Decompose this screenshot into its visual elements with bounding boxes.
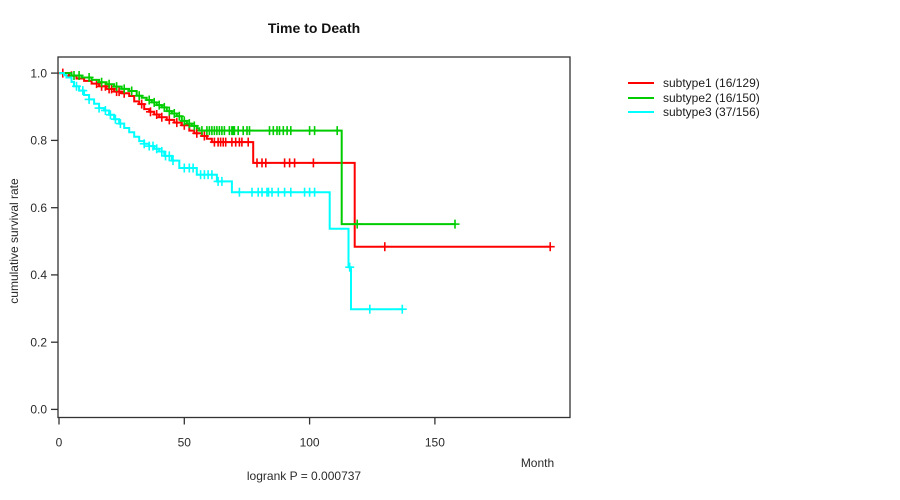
legend-item-subtype1: subtype1 (16/129): [628, 76, 760, 91]
y-tick-label: 0.8: [30, 134, 47, 148]
legend: subtype1 (16/129) subtype2 (16/150) subtyp…: [628, 76, 760, 120]
legend-item-subtype2: subtype2 (16/150): [628, 91, 760, 106]
x-tick-label: 50: [178, 436, 192, 450]
logrank-pvalue-text: logrank P = 0.000737: [246, 469, 362, 483]
legend-label: subtype2 (16/150): [663, 90, 760, 105]
chart-title: Time to Death: [267, 20, 361, 36]
y-tick-label: 0.6: [30, 201, 47, 215]
x-tick-label: 150: [425, 436, 445, 450]
curve-subtype3: [59, 72, 403, 311]
legend-line-swatch: [628, 96, 654, 99]
x-axis-label: Month: [520, 456, 555, 470]
curve-subtype1: [59, 72, 551, 248]
legend-line-swatch: [628, 111, 654, 114]
y-tick-label: 1.0: [30, 66, 47, 80]
legend-label: subtype1 (16/129): [663, 76, 760, 91]
legend-line-swatch: [628, 82, 654, 85]
legend-item-subtype3: subtype3 (37/156): [628, 105, 760, 120]
plot-border: [57, 56, 571, 419]
y-tick-label: 0.2: [30, 336, 47, 350]
x-tick-label: 100: [300, 436, 320, 450]
legend-label: subtype3 (37/156): [663, 105, 760, 120]
x-tick-label: 0: [56, 436, 63, 450]
y-tick-label: 0.0: [30, 403, 47, 417]
y-tick-label: 0.4: [30, 268, 47, 282]
